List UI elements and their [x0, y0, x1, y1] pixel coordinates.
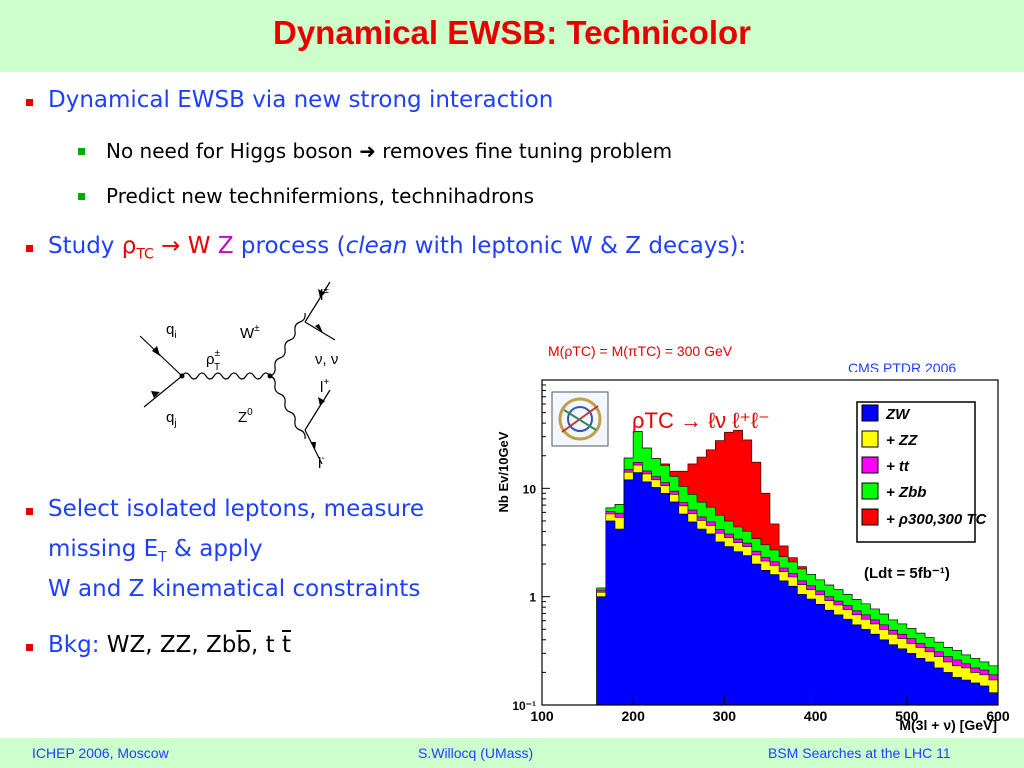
label-l-minus: l-	[318, 453, 325, 472]
rho-tc: ρTC	[121, 233, 154, 263]
bullet-select-line1: Select isolated leptons, measure	[48, 496, 424, 522]
feynman-diagram: qi qj ρ± T W± Z0 l± ν, ν l+ l-	[139, 281, 338, 472]
decays-text: with leptonic W & Z decays):	[414, 233, 747, 259]
x-tick-label: 300	[713, 708, 737, 724]
legend-swatch-zbb	[861, 482, 879, 500]
vertex	[267, 373, 273, 379]
rho-annotation: ρTC → ℓν ℓ⁺ℓ⁻	[632, 408, 770, 433]
legend-swatch-zw	[861, 404, 879, 422]
label-l-pm: l±	[320, 285, 329, 304]
bullet-select-line3: W and Z kinematical constraints	[48, 576, 421, 602]
arrow-head	[151, 391, 160, 398]
clean-text: clean	[345, 233, 408, 259]
mass-histogram-chart: 100 200 300 400 500 600 10⁻¹ 1 10 Nb Ev/10GeV M(…	[492, 372, 1012, 734]
lepton-plus-line	[304, 389, 331, 431]
arrow-icon: →	[161, 233, 181, 259]
legend-swatch-rho	[861, 508, 879, 526]
fine-tuning-text: removes fine tuning problem	[382, 139, 673, 163]
quark-line-in	[139, 335, 183, 377]
arrow-head	[311, 442, 316, 450]
bullet-bkg: Bkg: WZ, ZZ, Zbb, t t	[48, 632, 291, 658]
y-tick-label: 10	[523, 482, 537, 496]
arrow-head	[152, 346, 160, 356]
label-w: W±	[240, 323, 260, 342]
z-propagator	[269, 375, 306, 440]
bullet-marker	[26, 99, 33, 106]
legend-label-zw: ZW	[885, 406, 911, 423]
higgs-text: No need for Higgs boson	[106, 139, 353, 163]
x-tick-label: 500	[895, 708, 919, 724]
neutrino-line	[304, 321, 336, 341]
y-axis-label: Nb Ev/10GeV	[496, 431, 511, 512]
stack-layer-zw	[596, 472, 999, 706]
x-tick-label: 600	[986, 708, 1010, 724]
luminosity-label: (Ldt = 5fb⁻¹)	[864, 565, 950, 582]
sub-bullet-marker	[78, 148, 85, 155]
w-boson: W	[187, 233, 211, 259]
label-l-plus: l+	[320, 377, 329, 396]
label-qi: qi	[166, 321, 177, 341]
arrow-head	[318, 289, 325, 298]
footer-bar	[0, 738, 1024, 768]
footer-left: ICHEP 2006, Moscow	[32, 745, 169, 761]
legend-swatch-zz	[861, 430, 879, 448]
footer-right: BSM Searches at the LHC 11	[768, 745, 951, 761]
right-arrow-icon: ➜	[359, 139, 376, 163]
legend-label-tt: + tt	[886, 458, 910, 475]
legend-swatch-tt	[861, 456, 879, 474]
legend-label-zbb: + Zbb	[886, 484, 926, 501]
cms-logo	[551, 391, 609, 447]
legend-label-rho: + ρ300,300 TC	[886, 511, 988, 528]
legend-label-zz: + ZZ	[886, 432, 918, 449]
z-boson: Z	[217, 233, 234, 259]
axis-ticks: 100 200 300 400 500 600 10⁻¹ 1 10	[512, 384, 1010, 724]
bullet-study: Study ρTC → W Z process (clean with lept…	[48, 233, 746, 263]
label-rho: ρ± T	[206, 348, 221, 373]
rho-propagator	[181, 372, 271, 380]
study-text: Study	[48, 233, 115, 259]
bullet-ewsb: Dynamical EWSB via new strong interactio…	[48, 87, 554, 113]
arrow-head	[318, 397, 325, 406]
label-qj: qj	[166, 409, 177, 429]
w-propagator	[269, 312, 306, 377]
bullet-marker	[26, 245, 33, 252]
sub-bullet-marker	[78, 193, 85, 200]
x-tick-label: 200	[622, 708, 646, 724]
bullet-marker	[26, 644, 33, 651]
arrow-head	[315, 324, 323, 333]
slide-title: Dynamical EWSB: Technicolor	[273, 14, 751, 51]
quark-line-out	[143, 375, 183, 408]
title-bar	[0, 0, 1024, 72]
x-tick-label: 100	[530, 708, 554, 724]
label-z: Z0	[238, 407, 253, 426]
footer-center: S.Willocq (UMass)	[418, 745, 534, 761]
process-text: process (	[240, 233, 346, 259]
label-nu: ν, ν	[315, 351, 338, 368]
sub-bullet-technifermions: Predict new technifermions, technihadron…	[106, 184, 535, 208]
histogram-bars	[596, 429, 999, 706]
bullet-marker	[26, 508, 33, 515]
sub-bullet-higgs: No need for Higgs boson ➜ removes fine t…	[106, 139, 672, 163]
bullet-select-line2: missing ET & apply	[48, 536, 263, 566]
chart-legend: ZW + ZZ + tt + Zbb + ρ300,300 TC	[856, 401, 988, 543]
y-tick-label: 10⁻¹	[512, 699, 536, 713]
plot-frame	[541, 379, 999, 706]
y-tick-label: 1	[529, 591, 536, 605]
vertex	[179, 373, 185, 379]
mass-caption: M(ρTC) = M(πTC) = 300 GeV	[548, 343, 733, 359]
lepton-line-w	[304, 281, 331, 323]
x-axis-label: M(3l + ν) [GeV]	[899, 717, 997, 733]
x-tick-label: 400	[804, 708, 828, 724]
